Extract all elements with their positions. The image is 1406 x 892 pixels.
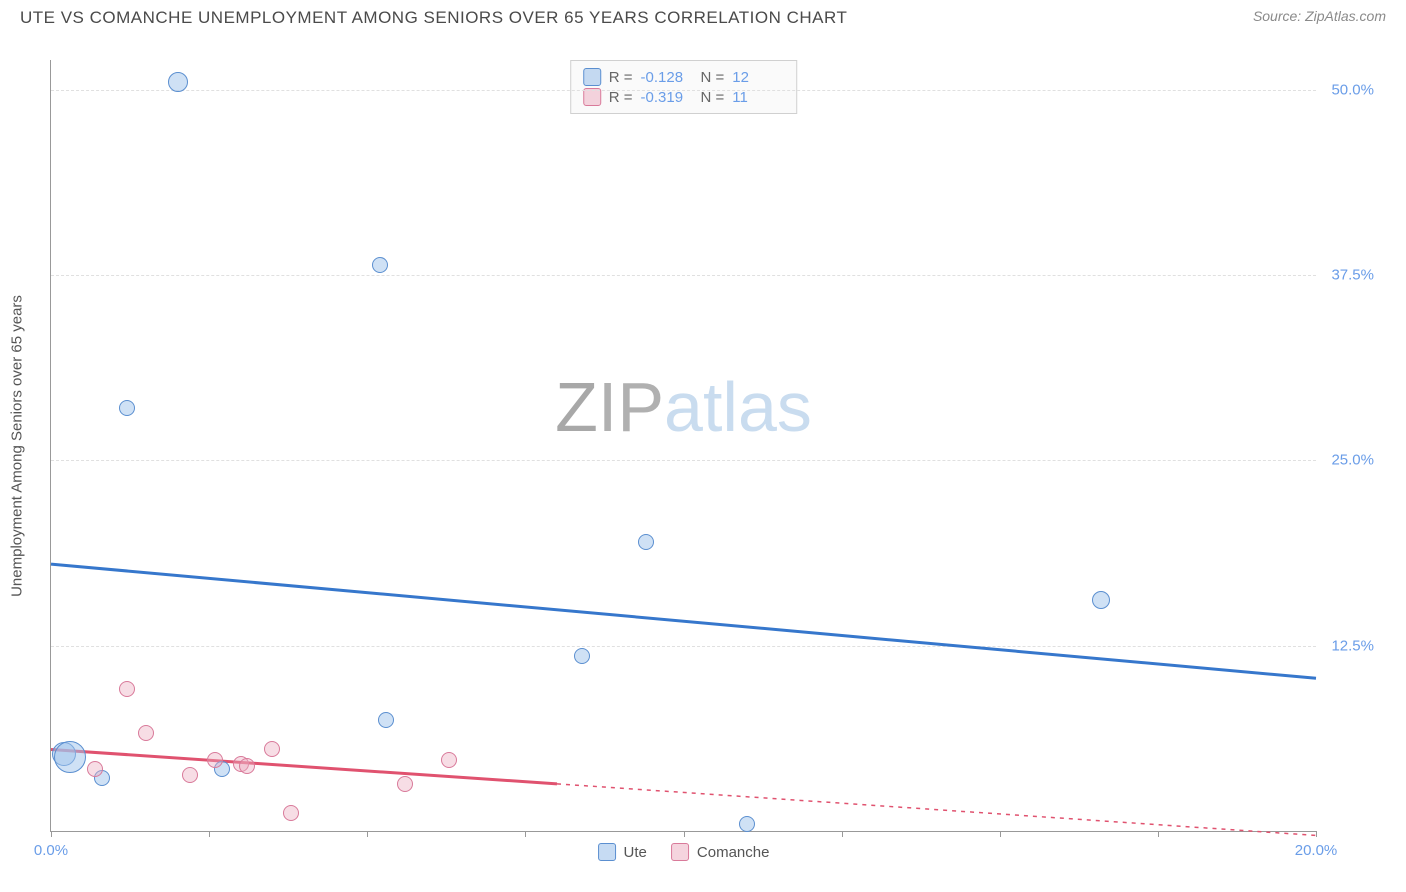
data-point-ute <box>1092 591 1110 609</box>
data-point-comanche <box>264 741 280 757</box>
watermark: ZIPatlas <box>555 367 812 447</box>
y-tick-label: 50.0% <box>1331 81 1374 98</box>
y-tick-label: 25.0% <box>1331 452 1374 469</box>
n-value-comanche: 11 <box>732 89 784 106</box>
y-tick-label: 37.5% <box>1331 266 1374 283</box>
data-point-ute <box>739 816 755 832</box>
x-tick <box>525 831 526 837</box>
y-axis-label: Unemployment Among Seniors over 65 years <box>9 295 26 597</box>
data-point-ute <box>574 648 590 664</box>
chart-container: Unemployment Among Seniors over 65 years… <box>50 60 1376 832</box>
gridline <box>51 460 1316 461</box>
data-point-ute <box>119 400 135 416</box>
data-point-comanche <box>397 776 413 792</box>
chart-header: UTE VS COMANCHE UNEMPLOYMENT AMONG SENIO… <box>0 0 1406 32</box>
swatch-icon <box>671 843 689 861</box>
trendline-ute <box>51 564 1316 678</box>
x-tick <box>1316 831 1317 837</box>
trendline-comanche <box>51 749 557 783</box>
legend-row-ute: R = -0.128 N = 12 <box>583 67 785 87</box>
swatch-icon <box>583 88 601 106</box>
chart-source: Source: ZipAtlas.com <box>1253 8 1386 24</box>
data-point-comanche <box>239 758 255 774</box>
r-value-comanche: -0.319 <box>641 89 693 106</box>
data-point-ute <box>372 257 388 273</box>
data-point-comanche <box>87 761 103 777</box>
data-point-ute <box>54 741 86 773</box>
trendlines <box>51 60 1316 831</box>
gridline <box>51 275 1316 276</box>
x-tick <box>1000 831 1001 837</box>
trendline-comanche-extrapolated <box>557 784 1316 836</box>
data-point-comanche <box>283 805 299 821</box>
swatch-icon <box>583 68 601 86</box>
legend-label: Comanche <box>697 844 770 861</box>
plot-area: Unemployment Among Seniors over 65 years… <box>50 60 1316 832</box>
data-point-ute <box>638 534 654 550</box>
x-tick <box>842 831 843 837</box>
series-legend: Ute Comanche <box>598 843 770 861</box>
data-point-ute <box>378 712 394 728</box>
data-point-comanche <box>441 752 457 768</box>
data-point-comanche <box>119 681 135 697</box>
y-tick-label: 12.5% <box>1331 637 1374 654</box>
chart-title: UTE VS COMANCHE UNEMPLOYMENT AMONG SENIO… <box>20 8 847 28</box>
x-tick <box>209 831 210 837</box>
x-tick <box>684 831 685 837</box>
legend-label: Ute <box>624 844 647 861</box>
gridline <box>51 90 1316 91</box>
legend-item-ute: Ute <box>598 843 647 861</box>
data-point-comanche <box>207 752 223 768</box>
r-value-ute: -0.128 <box>641 69 693 86</box>
swatch-icon <box>598 843 616 861</box>
data-point-ute <box>168 72 188 92</box>
correlation-legend: R = -0.128 N = 12 R = -0.319 N = 11 <box>570 60 798 114</box>
x-tick <box>1158 831 1159 837</box>
n-value-ute: 12 <box>732 69 784 86</box>
x-tick-label: 20.0% <box>1295 842 1338 859</box>
data-point-comanche <box>182 767 198 783</box>
data-point-comanche <box>138 725 154 741</box>
x-tick <box>51 831 52 837</box>
x-tick <box>367 831 368 837</box>
legend-item-comanche: Comanche <box>671 843 770 861</box>
x-tick-label: 0.0% <box>34 842 68 859</box>
gridline <box>51 646 1316 647</box>
